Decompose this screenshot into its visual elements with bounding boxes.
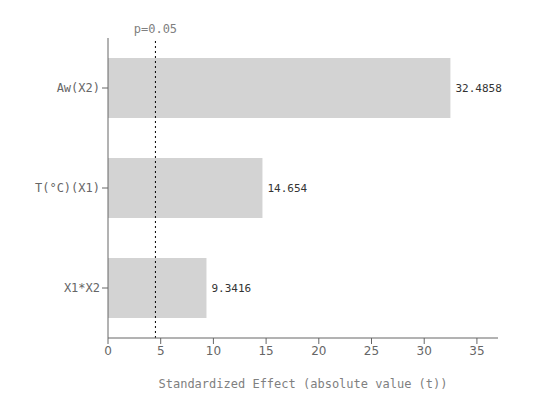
svg-text:32.4858: 32.4858 [455, 82, 501, 95]
svg-text:X1*X2: X1*X2 [64, 281, 100, 295]
svg-text:Standardized Effect (absolute: Standardized Effect (absolute value (t)) [159, 377, 448, 391]
svg-text:0: 0 [104, 344, 112, 358]
svg-text:35: 35 [469, 344, 484, 358]
svg-text:20: 20 [311, 344, 326, 358]
svg-text:5: 5 [157, 344, 165, 358]
svg-text:14.654: 14.654 [267, 182, 307, 195]
svg-text:9.3416: 9.3416 [211, 282, 251, 295]
svg-text:10: 10 [206, 344, 221, 358]
svg-text:30: 30 [417, 344, 432, 358]
svg-text:Aw(X2): Aw(X2) [57, 81, 100, 95]
svg-text:15: 15 [258, 344, 273, 358]
svg-text:p=0.05: p=0.05 [134, 22, 177, 36]
svg-text:25: 25 [364, 344, 379, 358]
svg-text:T(°C)(X1): T(°C)(X1) [35, 181, 100, 195]
